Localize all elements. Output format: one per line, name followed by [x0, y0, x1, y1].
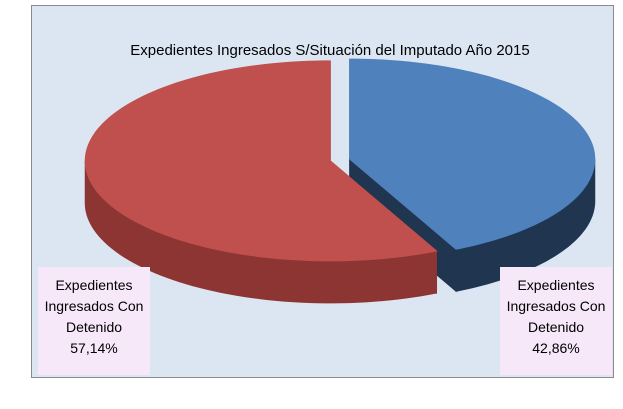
label-category: Expedientes Ingresados Con Detenido — [44, 277, 144, 335]
label-value: 42,86% — [532, 340, 580, 356]
label-value: 57,14% — [70, 340, 118, 356]
label-category: Expedientes Ingresados Con Detenido — [506, 277, 606, 335]
data-label: Expedientes Ingresados Con Detenido 42,8… — [500, 267, 612, 375]
pie-slice — [84, 60, 438, 262]
data-label: Expedientes Ingresados Con Detenido 57,1… — [38, 267, 150, 375]
chart-title: Expedientes Ingresados S/Situación del I… — [130, 42, 530, 59]
pie-slice — [349, 58, 596, 250]
